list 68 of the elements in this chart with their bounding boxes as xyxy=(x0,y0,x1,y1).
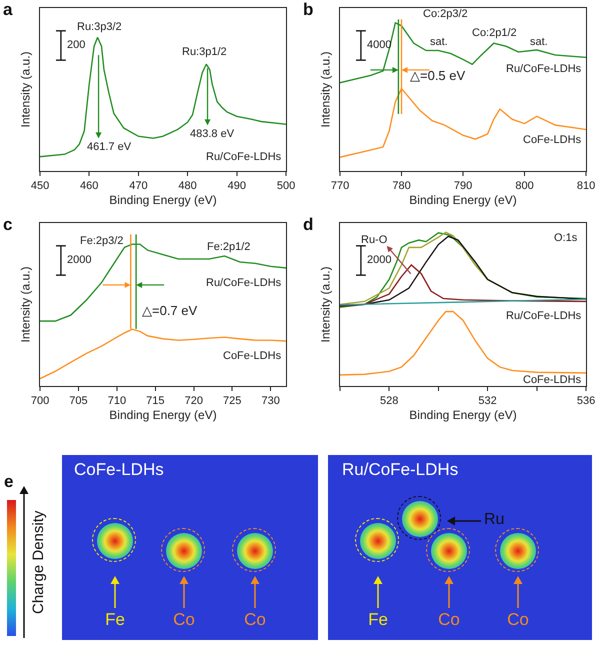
x-tick-label: 532 xyxy=(478,395,497,408)
x-tick-label: 770 xyxy=(330,180,350,192)
annotation: Fe:2p1/2 xyxy=(207,241,250,253)
text: e xyxy=(4,472,14,492)
annotation: O:1s xyxy=(554,232,578,244)
x-tick-label: 470 xyxy=(129,180,148,192)
text: Co xyxy=(172,610,196,630)
annotation: 461.7 eV xyxy=(87,141,132,153)
y-axis-title: Intensity (a.u.) xyxy=(318,266,332,343)
x-tick-label: 536 xyxy=(576,395,596,408)
x-tick-label: 710 xyxy=(108,395,126,408)
x-tick-label: 810 xyxy=(576,180,596,192)
series-label: Ru/CoFe-LDHs xyxy=(506,63,582,75)
text: Fe xyxy=(367,610,389,630)
text: Co xyxy=(437,610,461,630)
x-tick-label: 460 xyxy=(80,180,98,192)
annotation: Ru:3p1/2 xyxy=(182,46,227,58)
text: Co:2p3/2 xyxy=(423,8,468,20)
y-axis-title: Intensity (a.u.) xyxy=(18,266,32,343)
text: Co xyxy=(243,610,267,630)
x-tick-label: 720 xyxy=(184,395,203,408)
annotation: 483.8 eV xyxy=(190,128,235,140)
x-tick-label: 705 xyxy=(69,395,88,408)
x-tick-label: 528 xyxy=(380,395,398,408)
x-tick-label: 790 xyxy=(454,180,472,192)
chart-title: a xyxy=(3,0,13,20)
y-axis-title: Intensity (a.u.) xyxy=(18,51,32,128)
y-axis-title: Intensity (a.u.) xyxy=(318,51,332,128)
annotation: Fe:2p3/2 xyxy=(80,235,124,247)
text: Ru/CoFe-LDHs xyxy=(206,151,282,163)
text: Co xyxy=(506,610,530,630)
x-tick-label: 800 xyxy=(515,180,534,192)
x-axis-title: Binding Energy (eV) xyxy=(109,193,217,208)
x-tick-label: 700 xyxy=(30,395,50,408)
text: Ru:3p3/2 xyxy=(77,21,122,33)
annotation: Ru-O xyxy=(361,234,388,246)
series-label: Ru/CoFe-LDHs xyxy=(206,277,282,289)
x-tick-label: 780 xyxy=(392,180,411,192)
series-label: CoFe-LDHs xyxy=(523,374,582,386)
x-tick-label: 500 xyxy=(276,180,296,192)
x-tick-label: 730 xyxy=(261,395,280,408)
text: CoFe-LDHs xyxy=(74,460,164,480)
chart-title: c xyxy=(3,215,12,234)
x-tick-label: 490 xyxy=(228,180,246,192)
annotation: 2000 xyxy=(67,254,92,266)
x-tick-label: 725 xyxy=(223,395,242,408)
annotation: sat. xyxy=(430,36,448,48)
x-axis-title: Binding Energy (eV) xyxy=(409,408,517,422)
annotation: 200 xyxy=(67,39,86,51)
chart-title: b xyxy=(303,0,314,20)
x-tick-label: 715 xyxy=(146,395,164,408)
x-axis-title: Binding Energy (eV) xyxy=(109,408,217,422)
annotation: 2000 xyxy=(367,254,392,266)
series-label: CoFe-LDHs xyxy=(523,134,582,146)
text: Ru xyxy=(484,511,504,530)
text: Fe xyxy=(104,610,126,630)
text: Charge Density xyxy=(30,509,48,616)
x-tick-label: 450 xyxy=(30,180,50,192)
chart-title: d xyxy=(303,215,314,234)
x-axis-title: Binding Energy (eV) xyxy=(409,193,517,208)
annotation: △=0.5 eV xyxy=(410,68,466,83)
annotation: △=0.7 eV xyxy=(142,303,198,318)
annotation: sat. xyxy=(530,36,548,48)
series-label: CoFe-LDHs xyxy=(223,350,282,362)
annotation: Co:2p1/2 xyxy=(472,27,517,39)
series-label: Ru/CoFe-LDHs xyxy=(506,310,582,322)
x-tick-label: 480 xyxy=(178,180,197,192)
text: Ru/CoFe-LDHs xyxy=(342,460,458,480)
